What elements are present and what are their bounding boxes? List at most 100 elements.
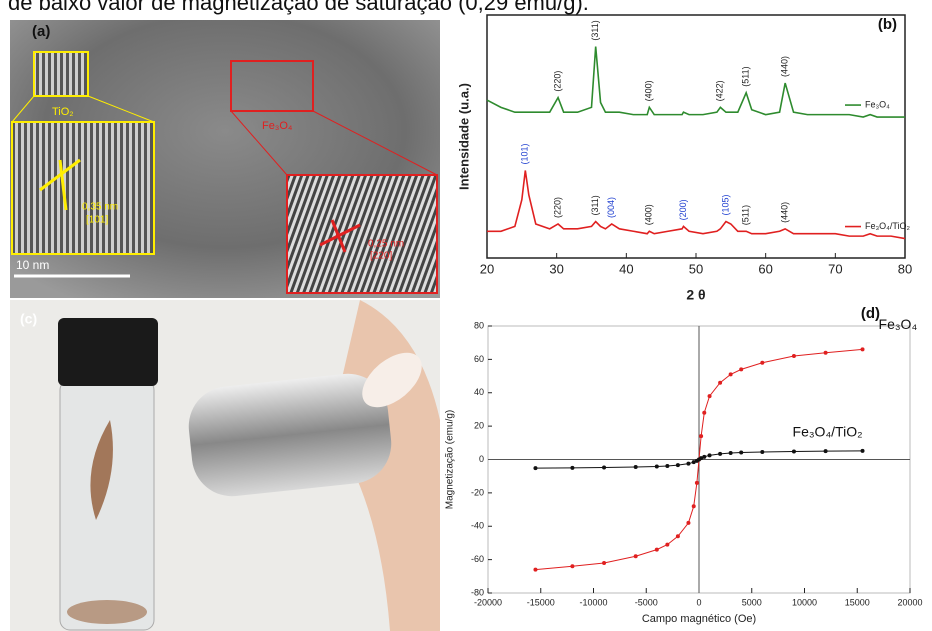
data-point <box>570 564 575 569</box>
y-tick-label: 20 <box>474 421 484 431</box>
data-point <box>699 434 704 439</box>
panel-label: (a) <box>32 23 50 40</box>
peak-label: (004) <box>606 197 616 218</box>
data-point <box>760 360 765 365</box>
x-tick-label: 70 <box>828 261 842 276</box>
data-point <box>823 449 828 454</box>
x-tick-label: 30 <box>549 261 563 276</box>
data-point <box>686 520 691 525</box>
peak-label: (440) <box>780 56 790 77</box>
data-point <box>707 394 712 399</box>
x-tick-label: 0 <box>696 597 701 607</box>
x-tick-label: 20 <box>480 261 494 276</box>
data-point <box>760 449 765 454</box>
peak-label: (311) <box>590 195 600 215</box>
y-axis-title: Magnetização (emu/g) <box>445 410 456 510</box>
series-line <box>486 46 905 118</box>
plane-label: [101] <box>86 215 108 226</box>
data-point <box>791 354 796 359</box>
x-tick-label: 40 <box>619 261 633 276</box>
region-label: Fe₃O₄ <box>262 120 293 132</box>
data-point <box>602 560 607 565</box>
peak-label: (511) <box>741 205 751 225</box>
legend-label: Fe₃O₄ <box>879 316 918 332</box>
y-axis-title: Intensidade (u.a.) <box>456 83 471 190</box>
data-point <box>718 451 723 456</box>
data-point <box>739 450 744 455</box>
spacing-label: 0,35 nm <box>82 202 118 213</box>
data-point <box>654 547 659 552</box>
data-point <box>686 461 691 466</box>
tem-image <box>10 20 440 298</box>
y-tick-label: 80 <box>474 320 484 330</box>
data-point <box>728 450 733 455</box>
x-tick-label: 15000 <box>845 597 870 607</box>
legend-label: Fe₃O₄/TiO₂ <box>865 221 911 231</box>
peak-label: (511) <box>741 66 751 86</box>
panel-label: (d) <box>861 305 880 322</box>
x-tick-label: 60 <box>758 261 772 276</box>
peak-label: (220) <box>552 197 562 218</box>
y-tick-label: -80 <box>471 587 484 597</box>
peak-label: (400) <box>644 80 654 101</box>
data-point <box>702 454 707 459</box>
data-point <box>823 350 828 355</box>
data-point <box>633 465 638 470</box>
series-line <box>487 170 906 240</box>
caption: de baixo valor de magnetização de satura… <box>8 0 589 15</box>
data-point <box>860 448 865 453</box>
data-point <box>702 410 707 415</box>
data-point <box>728 372 733 377</box>
data-point <box>665 464 670 469</box>
x-tick-label: -20000 <box>474 597 502 607</box>
x-tick-label: -15000 <box>527 597 555 607</box>
peak-label: (101) <box>520 144 530 165</box>
legend-label: Fe₃O₄/TiO₂ <box>793 424 863 440</box>
data-point <box>675 534 680 539</box>
data-point <box>570 465 575 470</box>
x-tick-label: 5000 <box>742 597 762 607</box>
peak-label: (400) <box>644 204 654 225</box>
scale-bar-label: 10 nm <box>16 258 49 272</box>
peak-label: (200) <box>678 199 688 220</box>
data-point <box>791 449 796 454</box>
data-point <box>718 380 723 385</box>
data-point <box>533 567 538 572</box>
y-tick-label: -60 <box>471 554 484 564</box>
data-point <box>665 542 670 547</box>
peak-label: (422) <box>715 80 725 101</box>
x-tick-label: 20000 <box>897 597 922 607</box>
x-tick-label: 50 <box>689 261 703 276</box>
panel-label: (b) <box>878 16 897 33</box>
region-label: TiO₂ <box>52 106 74 118</box>
data-point <box>860 347 865 352</box>
data-point <box>533 466 538 471</box>
data-point <box>602 465 607 470</box>
panel-label: (c) <box>20 311 37 327</box>
peak-label: (105) <box>720 195 730 216</box>
y-tick-label: 0 <box>479 454 484 464</box>
data-point <box>699 456 704 461</box>
data-point <box>707 453 712 458</box>
plane-label: [220] <box>370 251 392 262</box>
x-tick-label: 10000 <box>792 597 817 607</box>
y-tick-label: -20 <box>471 487 484 497</box>
data-point <box>691 504 696 509</box>
data-point <box>633 554 638 559</box>
peak-label: (220) <box>552 71 562 92</box>
data-point <box>691 460 696 465</box>
data-point <box>654 464 659 469</box>
photo <box>10 300 440 631</box>
plot-frame <box>486 14 906 259</box>
legend-label: Fe₃O₄ <box>865 99 890 109</box>
x-tick-label: 80 <box>898 261 912 276</box>
x-tick-label: -5000 <box>635 597 658 607</box>
x-axis-title: 2 θ <box>686 287 705 303</box>
x-axis-title: Campo magnético (Oe) <box>642 613 756 625</box>
y-tick-label: 40 <box>474 387 484 397</box>
spacing-label: 0,25 nm <box>368 239 404 250</box>
peak-label: (440) <box>780 202 790 223</box>
y-tick-label: 60 <box>474 354 484 364</box>
